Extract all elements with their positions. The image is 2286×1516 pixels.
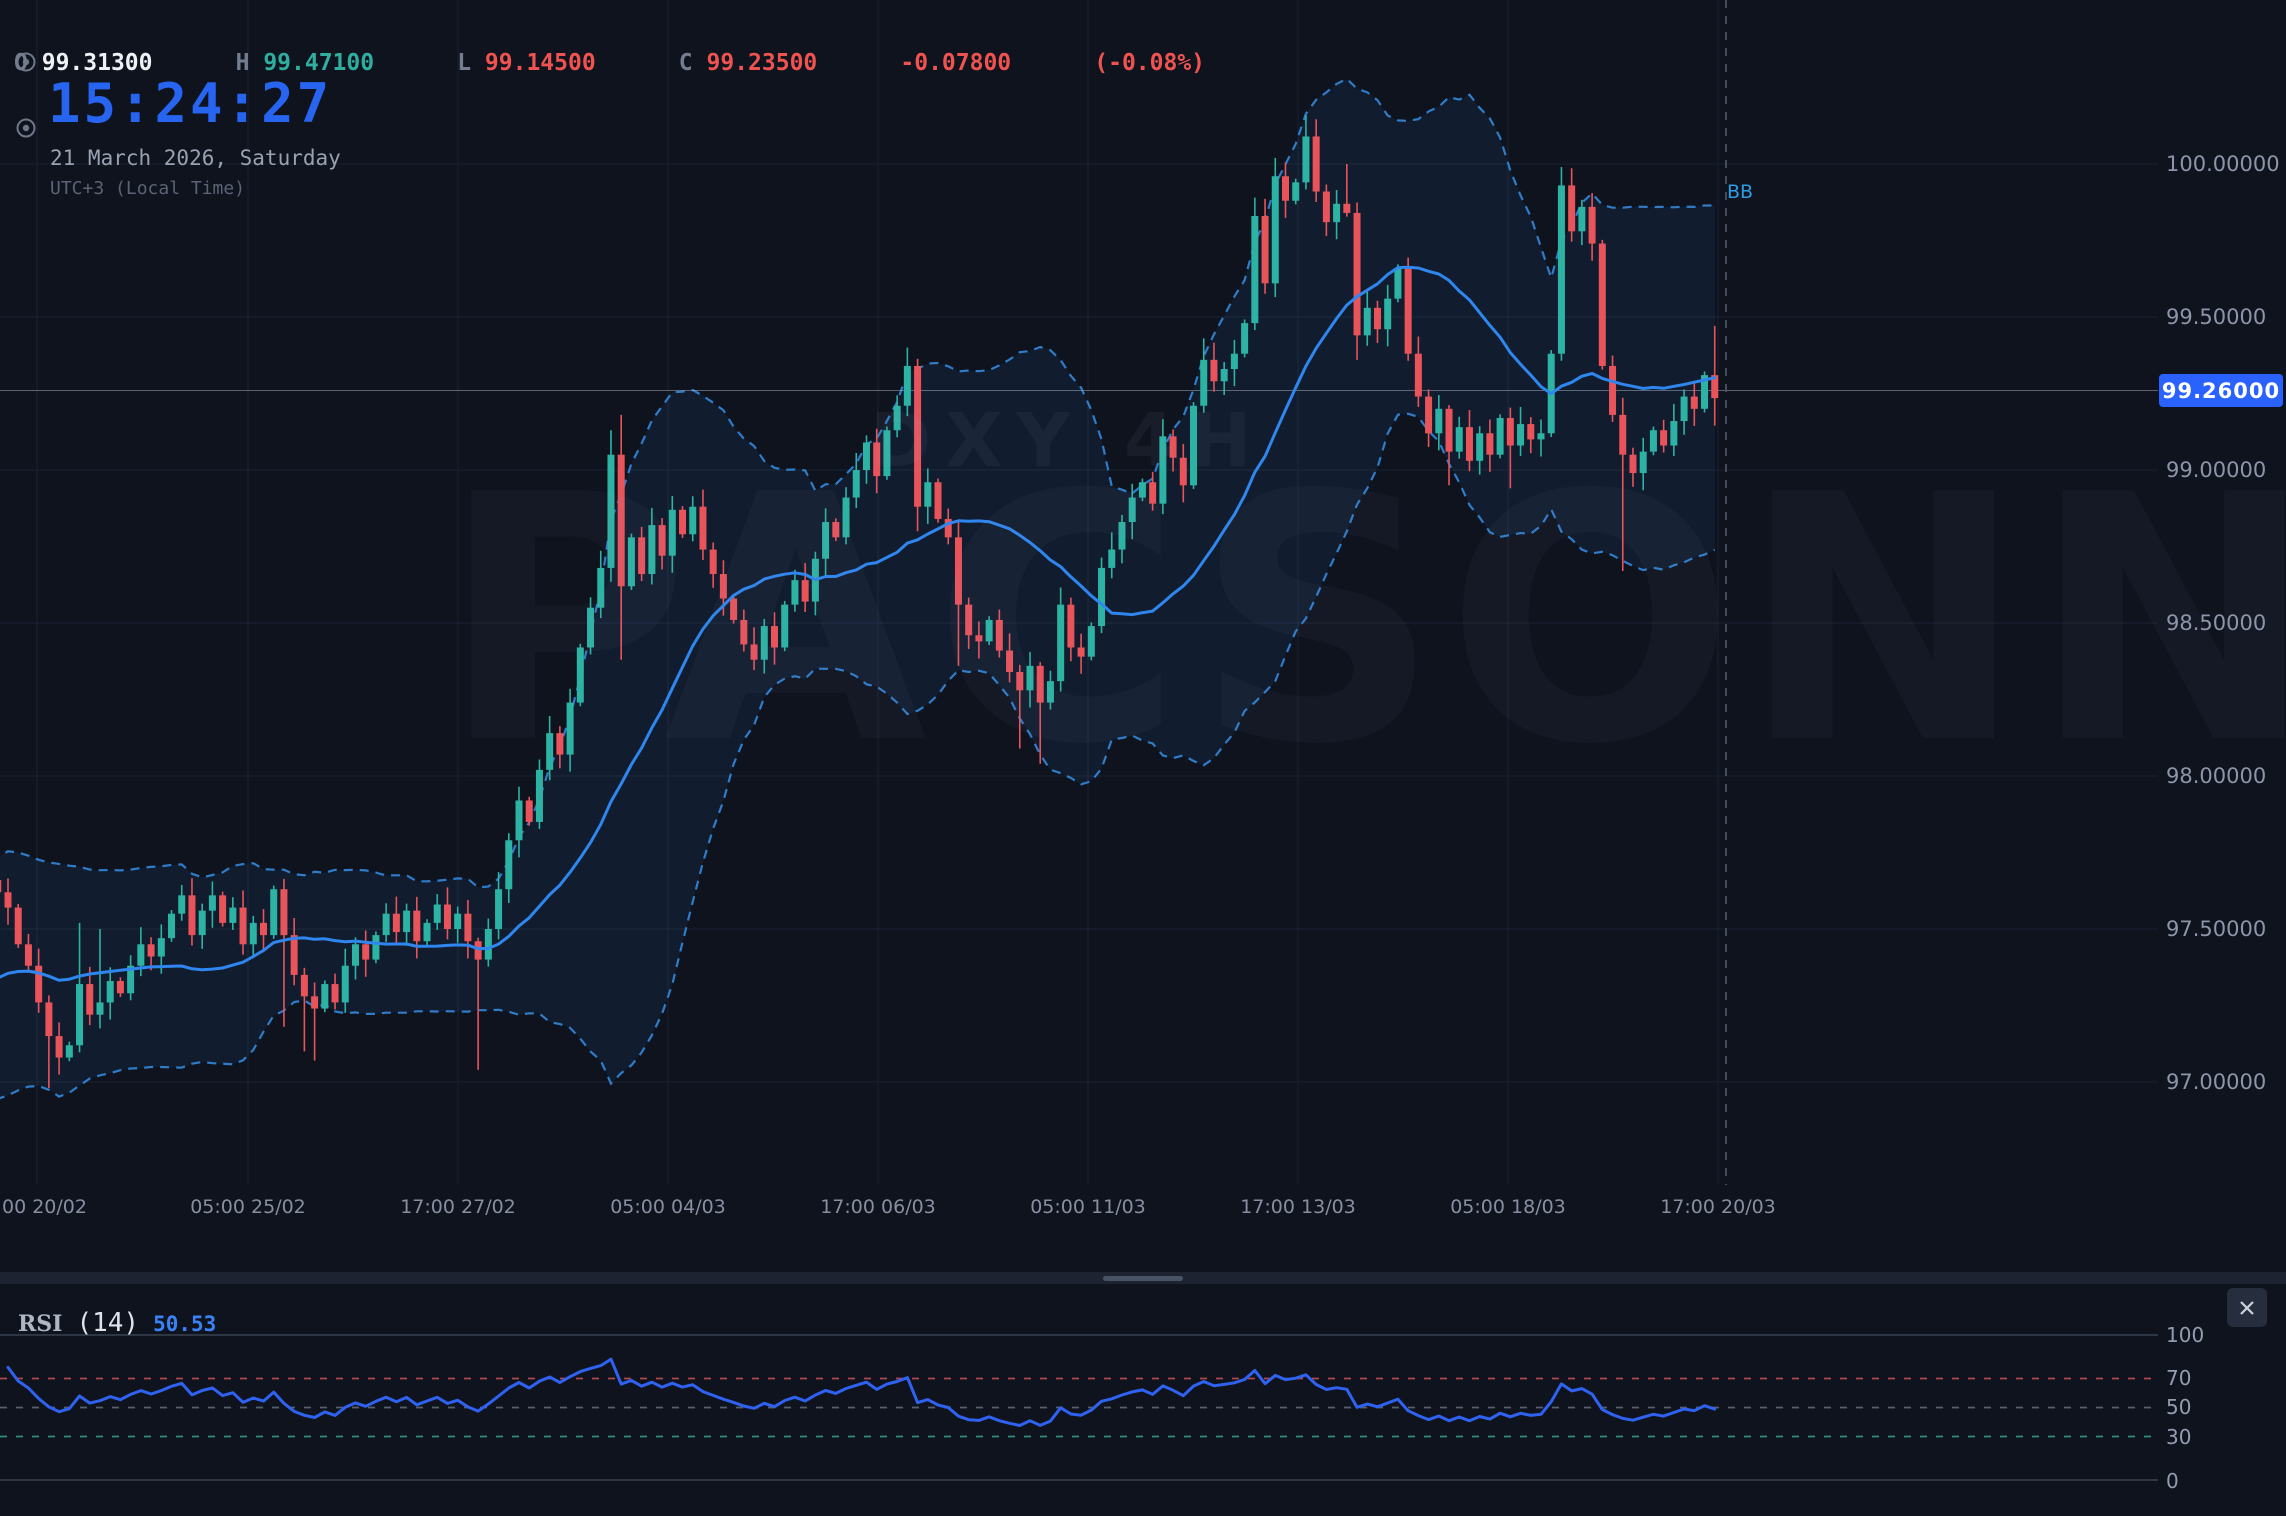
time-tick: 17:00 20/03 — [1660, 1196, 1776, 1218]
rsi-tick: 50 — [2166, 1395, 2192, 1419]
low-value: 99.14500 — [484, 50, 596, 76]
high-value: 99.47100 — [263, 50, 375, 76]
price-tick: 99.00000 — [2166, 458, 2267, 482]
time-tick: 17:00 27/02 — [400, 1196, 516, 1218]
close-icon — [2240, 1300, 2254, 1315]
open-label: O — [14, 50, 28, 76]
close-label: C — [678, 50, 693, 76]
timezone-label: UTC+3 (Local Time) — [50, 178, 246, 199]
change-percent: (-0.08%) — [1094, 50, 1206, 76]
change-value: -0.07800 — [900, 50, 1012, 76]
local-time-clock: 15:24:27 — [48, 72, 333, 135]
price-tick: 97.00000 — [2166, 1070, 2267, 1094]
close-value: 99.23500 — [706, 50, 818, 76]
low-label: L — [457, 50, 472, 76]
time-tick: 00 20/02 — [2, 1196, 87, 1218]
eye-icon[interactable] — [14, 118, 40, 138]
open-value: 99.31300 — [41, 50, 153, 76]
time-tick: 05:00 11/03 — [1030, 1196, 1146, 1218]
price-tick: 98.00000 — [2166, 764, 2267, 788]
brand-watermark: PACSONN — [440, 392, 2286, 851]
time-tick: 05:00 25/02 — [190, 1196, 306, 1218]
time-tick: 05:00 18/03 — [1450, 1196, 1566, 1218]
ohlc-readout: O 99.31300 H 99.47100 L 99.14500 C 99.23… — [14, 50, 1205, 76]
symbol-watermark: DXY 4H — [870, 398, 1266, 484]
rsi-tick: 30 — [2166, 1425, 2192, 1449]
rsi-value-label: 50.53 — [153, 1312, 217, 1336]
date-label: 21 March 2026, Saturday — [50, 146, 341, 170]
time-tick: 05:00 04/03 — [610, 1196, 726, 1218]
rsi-params-label: (14) — [76, 1308, 140, 1338]
rsi-tick: 100 — [2166, 1323, 2205, 1347]
rsi-close-button[interactable] — [2227, 1288, 2267, 1327]
rsi-name-label: RSI — [18, 1311, 63, 1337]
time-tick: 17:00 13/03 — [1240, 1196, 1356, 1218]
price-tick: 100.00000 — [2166, 152, 2280, 176]
current-price-badge: 99.26000 — [2159, 374, 2283, 407]
high-label: H — [235, 50, 250, 76]
bb-indicator-label[interactable]: BB — [1727, 181, 1754, 203]
price-tick: 97.50000 — [2166, 917, 2267, 941]
rsi-tick: 0 — [2166, 1469, 2179, 1493]
pane-resize-handle[interactable] — [1103, 1276, 1183, 1281]
rsi-header[interactable]: RSI (14) 50.53 — [18, 1308, 216, 1338]
time-tick: 17:00 06/03 — [820, 1196, 936, 1218]
rsi-tick: 70 — [2166, 1366, 2192, 1390]
eye-icon[interactable] — [14, 52, 40, 72]
price-tick: 99.50000 — [2166, 305, 2267, 329]
price-tick: 98.50000 — [2166, 611, 2267, 635]
